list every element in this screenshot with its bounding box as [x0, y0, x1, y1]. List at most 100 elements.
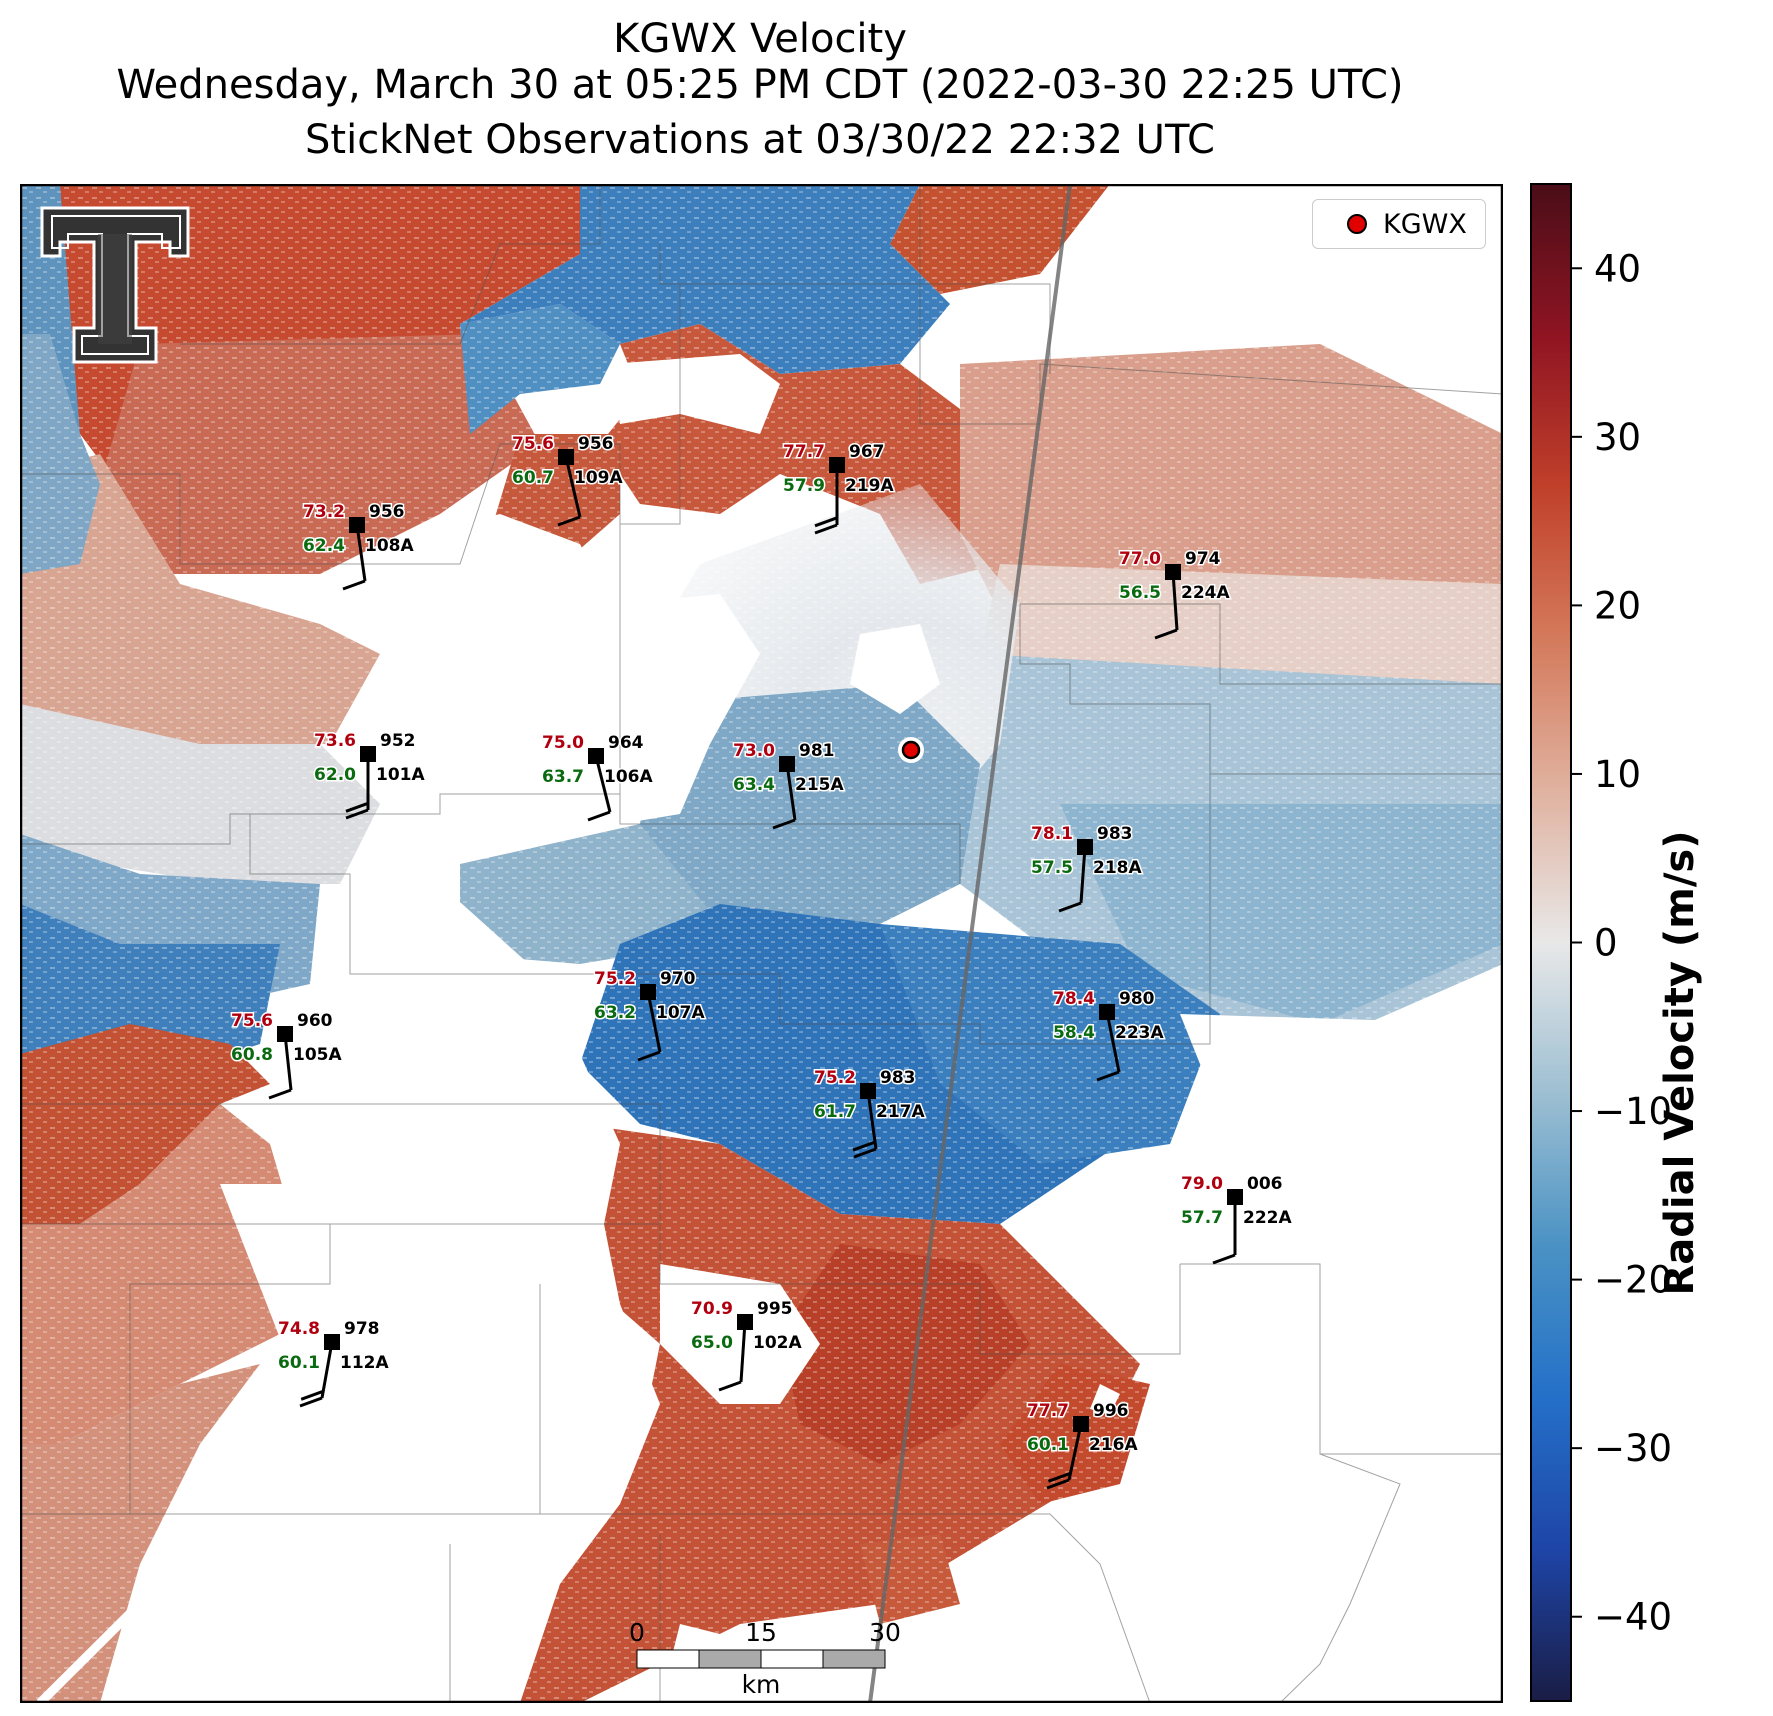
station-marker-icon [558, 449, 574, 465]
station-pressure: 967 [849, 442, 885, 462]
wind-barb-flag [814, 523, 838, 535]
station-temperature: 77.7 [1027, 1401, 1069, 1421]
station-temperature: 75.2 [594, 969, 636, 989]
station-112A[interactable]: 74.8 978 60.1 112A [277, 1318, 391, 1408]
station-id: 108A [365, 536, 414, 556]
boundaries [20, 184, 1503, 1703]
station-109A[interactable]: 75.6 956 60.7 109A [511, 433, 625, 527]
wind-barb-staff [646, 991, 662, 1053]
station-pressure: 006 [1247, 1174, 1283, 1194]
station-pressure: 952 [380, 731, 416, 751]
station-marker-icon [829, 457, 845, 473]
station-pressure: 964 [608, 733, 644, 753]
station-temperature: 70.9 [691, 1299, 733, 1319]
station-marker-icon [737, 1314, 753, 1330]
wind-barb-flag [718, 1380, 742, 1392]
station-pressure: 981 [799, 741, 835, 761]
scale-tick-0: 0 [629, 1618, 645, 1647]
colorbar-tick-label: −40 [1594, 1596, 1670, 1639]
wind-barb-staff [1171, 571, 1179, 631]
scale-bar: 0 15 30 km [629, 1618, 901, 1699]
colorbar-tick-label: 0 [1594, 922, 1618, 965]
station-dewpoint: 56.5 [1119, 583, 1161, 603]
wind-barb-flag [1154, 628, 1178, 640]
wind-barb-flag [637, 1050, 661, 1062]
wind-barb-flag [1096, 1070, 1120, 1082]
station-219A[interactable]: 77.7 967 57.9 219A [782, 441, 896, 535]
station-temperature: 78.1 [1031, 824, 1073, 844]
station-temperature: 75.6 [231, 1011, 273, 1031]
station-pressure: 995 [757, 1299, 793, 1319]
wind-barb-flag [1046, 1478, 1070, 1490]
station-224A[interactable]: 77.0 974 56.5 224A [1118, 548, 1232, 640]
title-line-3: StickNet Observations at 03/30/22 22:32 … [305, 117, 1215, 163]
station-id: 101A [376, 765, 425, 785]
colorbar-label: Radial Velocity (m/s) [1657, 830, 1703, 1296]
colorbar-tick-label: 20 [1594, 584, 1641, 627]
station-106A[interactable]: 75.0 964 63.7 106A [541, 732, 655, 822]
station-temperature: 77.0 [1119, 549, 1161, 569]
wind-barb-staff [1067, 1423, 1083, 1481]
radar-map[interactable]: 0 15 30 km 75.6 956 60.7 109A 77.7 967 57.9 219… [20, 184, 1503, 1703]
station-108A[interactable]: 73.2 956 62.4 108A [302, 501, 416, 591]
station-marker-icon [860, 1083, 876, 1099]
station-pressure: 983 [1097, 824, 1133, 844]
map-legend: KGWX [1312, 199, 1486, 249]
station-pressure: 970 [660, 969, 696, 989]
station-dewpoint: 57.7 [1181, 1208, 1223, 1228]
station-217A[interactable]: 75.2 983 61.7 217A [813, 1067, 927, 1159]
colorbar-tick-label: 40 [1594, 247, 1641, 290]
station-pressure: 983 [880, 1068, 916, 1088]
title-line-1: KGWX Velocity [613, 16, 907, 62]
colorbar-gradient [1530, 183, 1572, 1702]
wind-barb-flag [1047, 1471, 1071, 1483]
station-temperature: 79.0 [1181, 1174, 1223, 1194]
station-dewpoint: 60.7 [512, 468, 554, 488]
station-222A[interactable]: 79.0 006 57.7 222A [1180, 1173, 1294, 1265]
radar-site-marker[interactable] [901, 740, 921, 760]
station-dewpoint: 63.7 [542, 767, 584, 787]
station-id: 105A [293, 1045, 342, 1065]
station-101A[interactable]: 73.6 952 62.0 101A [313, 730, 427, 820]
station-temperature: 78.4 [1053, 989, 1095, 1009]
station-id: 109A [574, 468, 623, 488]
station-223A[interactable]: 78.4 980 58.4 223A [1052, 988, 1166, 1082]
sticknet-stations: 75.6 956 60.7 109A 77.7 967 57.9 219A 73.2 956 62.… [230, 433, 1294, 1490]
station-marker-icon [1165, 564, 1181, 580]
station-temperature: 73.0 [733, 741, 775, 761]
station-pressure: 956 [578, 434, 614, 454]
wind-barb-staff [594, 755, 612, 813]
station-dewpoint: 60.1 [1027, 1435, 1069, 1455]
colorbar-tick-label: 10 [1594, 753, 1641, 796]
station-215A[interactable]: 73.0 981 63.4 215A [732, 740, 846, 830]
station-102A[interactable]: 70.9 995 65.0 102A [690, 1298, 804, 1392]
station-temperature: 75.0 [542, 733, 584, 753]
station-id: 216A [1089, 1435, 1138, 1455]
no-echo-areas [180, 354, 1503, 1703]
beam-blockage-streaks [36, 1470, 324, 1703]
station-marker-icon [1227, 1189, 1243, 1205]
station-marker-icon [1099, 1004, 1115, 1020]
station-107A[interactable]: 75.2 970 63.2 107A [593, 968, 707, 1062]
station-id: 218A [1093, 858, 1142, 878]
station-id: 223A [1115, 1023, 1164, 1043]
station-105A[interactable]: 75.6 960 60.8 105A [230, 1010, 344, 1100]
station-marker-icon [640, 984, 656, 1000]
station-218A[interactable]: 78.1 983 57.5 218A [1030, 823, 1144, 913]
station-id: 112A [340, 1353, 389, 1373]
wind-barb-flag [814, 516, 838, 528]
wind-barb-staff [1105, 1011, 1121, 1073]
wind-barb-flag [299, 1396, 323, 1408]
wind-barb-flag [1058, 901, 1082, 913]
wind-barb-staff [785, 763, 797, 821]
station-dewpoint: 61.7 [814, 1102, 856, 1122]
wind-barb-flag [853, 1147, 877, 1159]
station-marker-icon [349, 517, 365, 533]
wind-barb-staff [283, 1033, 293, 1091]
station-216A[interactable]: 77.7 996 60.1 216A [1026, 1400, 1140, 1490]
wind-barb-staff [866, 1090, 878, 1150]
wind-barb-flag [345, 808, 369, 820]
highway-line [868, 184, 1072, 1703]
station-temperature: 75.2 [814, 1068, 856, 1088]
scale-unit: km [742, 1670, 781, 1699]
